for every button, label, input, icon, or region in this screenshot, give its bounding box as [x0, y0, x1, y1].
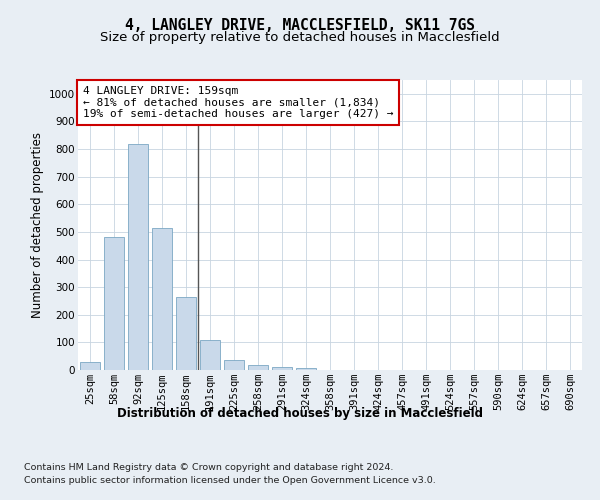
Text: 4 LANGLEY DRIVE: 159sqm
← 81% of detached houses are smaller (1,834)
19% of semi: 4 LANGLEY DRIVE: 159sqm ← 81% of detache…: [83, 86, 394, 119]
Text: Distribution of detached houses by size in Macclesfield: Distribution of detached houses by size …: [117, 408, 483, 420]
Bar: [272, 367, 292, 370]
Text: Size of property relative to detached houses in Macclesfield: Size of property relative to detached ho…: [100, 32, 500, 44]
Y-axis label: Number of detached properties: Number of detached properties: [31, 132, 44, 318]
Bar: [248, 365, 268, 370]
Bar: [200, 340, 220, 370]
Text: Contains HM Land Registry data © Crown copyright and database right 2024.: Contains HM Land Registry data © Crown c…: [24, 462, 394, 471]
Bar: [80, 362, 100, 370]
Bar: [152, 228, 172, 370]
Text: Contains public sector information licensed under the Open Government Licence v3: Contains public sector information licen…: [24, 476, 436, 485]
Bar: [296, 368, 316, 370]
Bar: [128, 144, 148, 370]
Bar: [176, 297, 196, 370]
Bar: [224, 360, 244, 370]
Bar: [104, 238, 124, 370]
Text: 4, LANGLEY DRIVE, MACCLESFIELD, SK11 7GS: 4, LANGLEY DRIVE, MACCLESFIELD, SK11 7GS: [125, 18, 475, 32]
